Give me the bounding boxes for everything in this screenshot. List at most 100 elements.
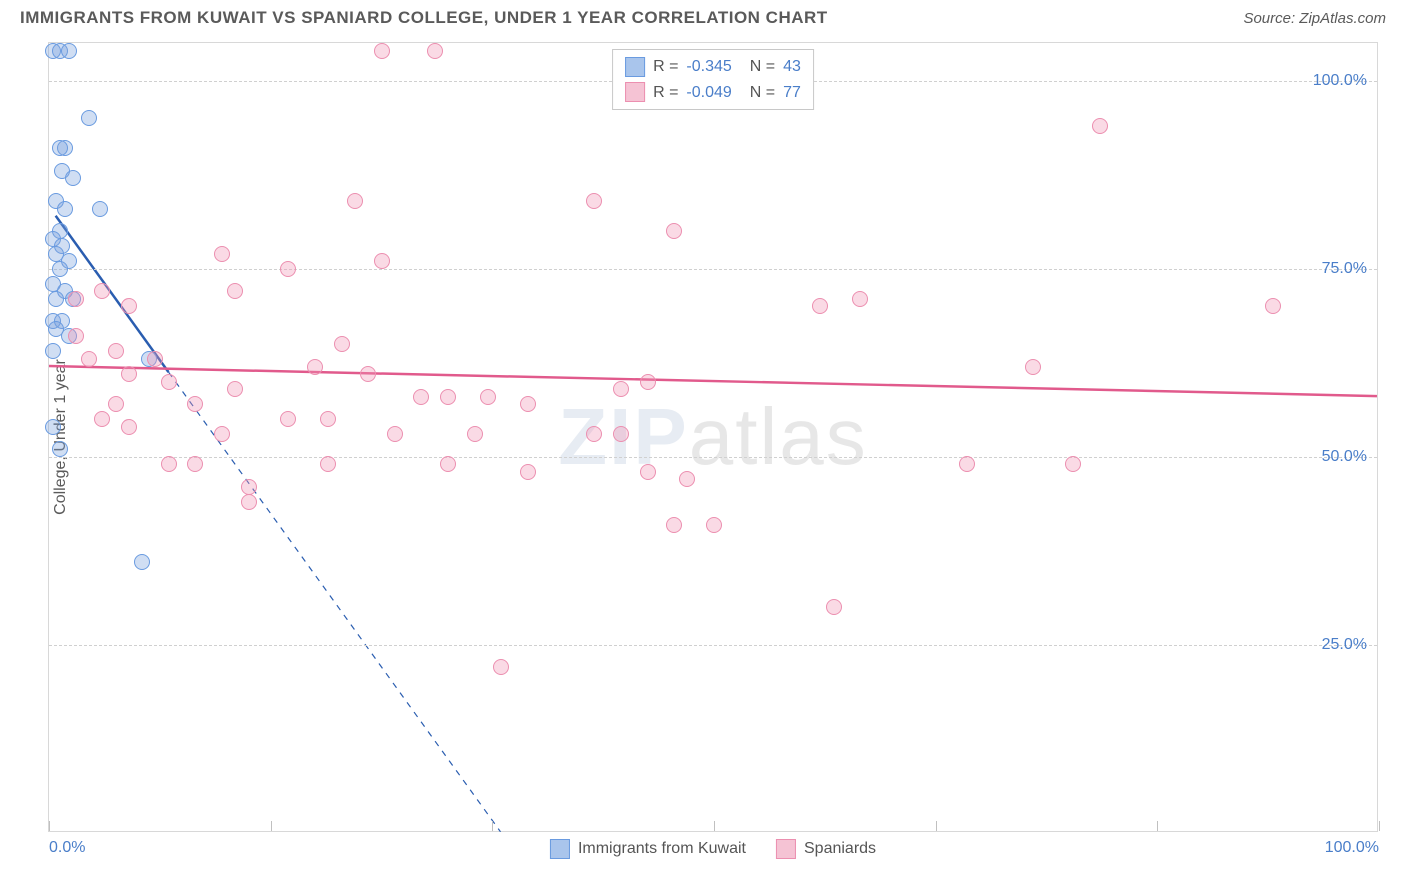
scatter-point bbox=[520, 396, 536, 412]
scatter-point bbox=[81, 351, 97, 367]
scatter-point bbox=[520, 464, 536, 480]
x-tick bbox=[271, 821, 272, 831]
bottom-legend: Immigrants from Kuwait Spaniards bbox=[550, 839, 876, 859]
scatter-point bbox=[57, 201, 73, 217]
legend-n-value: 43 bbox=[783, 54, 801, 80]
scatter-point bbox=[347, 193, 363, 209]
scatter-point bbox=[852, 291, 868, 307]
scatter-point bbox=[1265, 298, 1281, 314]
scatter-point bbox=[92, 201, 108, 217]
scatter-point bbox=[640, 464, 656, 480]
scatter-point bbox=[812, 298, 828, 314]
stats-legend-row: R = -0.049 N = 77 bbox=[625, 80, 801, 106]
bottom-legend-label: Immigrants from Kuwait bbox=[578, 840, 746, 858]
scatter-point bbox=[467, 426, 483, 442]
scatter-point bbox=[187, 456, 203, 472]
scatter-point bbox=[45, 419, 61, 435]
x-tick bbox=[1379, 821, 1380, 831]
legend-swatch-spaniards bbox=[776, 839, 796, 859]
scatter-point bbox=[666, 223, 682, 239]
gridline bbox=[49, 269, 1377, 270]
scatter-point bbox=[81, 110, 97, 126]
y-tick-label: 50.0% bbox=[1322, 448, 1367, 466]
scatter-point bbox=[241, 479, 257, 495]
legend-r-value: -0.049 bbox=[686, 80, 731, 106]
scatter-point bbox=[440, 456, 456, 472]
scatter-point bbox=[320, 411, 336, 427]
scatter-point bbox=[161, 456, 177, 472]
legend-r-label: R = bbox=[653, 54, 678, 80]
x-tick-label: 0.0% bbox=[49, 839, 85, 857]
scatter-point bbox=[480, 389, 496, 405]
gridline bbox=[49, 645, 1377, 646]
plot-area: ZIPatlas 25.0%50.0%75.0%100.0%0.0%100.0% bbox=[49, 43, 1377, 831]
scatter-point bbox=[121, 298, 137, 314]
scatter-point bbox=[613, 426, 629, 442]
legend-swatch-kuwait bbox=[550, 839, 570, 859]
scatter-point bbox=[706, 517, 722, 533]
bottom-legend-item: Immigrants from Kuwait bbox=[550, 839, 746, 859]
x-tick-label: 100.0% bbox=[1325, 839, 1379, 857]
scatter-point bbox=[214, 246, 230, 262]
scatter-point bbox=[280, 411, 296, 427]
scatter-point bbox=[613, 381, 629, 397]
y-tick-label: 25.0% bbox=[1322, 636, 1367, 654]
scatter-point bbox=[52, 261, 68, 277]
scatter-point bbox=[493, 659, 509, 675]
chart-header: IMMIGRANTS FROM KUWAIT VS SPANIARD COLLE… bbox=[0, 0, 1406, 32]
scatter-point bbox=[360, 366, 376, 382]
scatter-point bbox=[413, 389, 429, 405]
scatter-point bbox=[959, 456, 975, 472]
scatter-point bbox=[307, 359, 323, 375]
scatter-point bbox=[1092, 118, 1108, 134]
scatter-point bbox=[387, 426, 403, 442]
scatter-point bbox=[320, 456, 336, 472]
scatter-point bbox=[45, 343, 61, 359]
x-tick bbox=[492, 821, 493, 831]
scatter-point bbox=[374, 253, 390, 269]
bottom-legend-label: Spaniards bbox=[804, 840, 876, 858]
scatter-point bbox=[586, 426, 602, 442]
watermark: ZIPatlas bbox=[558, 391, 867, 483]
legend-r-value: -0.345 bbox=[686, 54, 731, 80]
scatter-point bbox=[227, 283, 243, 299]
x-tick bbox=[1157, 821, 1158, 831]
scatter-point bbox=[1065, 456, 1081, 472]
y-tick-label: 100.0% bbox=[1313, 72, 1367, 90]
scatter-point bbox=[52, 441, 68, 457]
scatter-point bbox=[161, 374, 177, 390]
scatter-point bbox=[227, 381, 243, 397]
x-tick bbox=[936, 821, 937, 831]
scatter-point bbox=[68, 328, 84, 344]
stats-legend-row: R = -0.345 N = 43 bbox=[625, 54, 801, 80]
chart-container: College, Under 1 year ZIPatlas 25.0%50.0… bbox=[48, 42, 1378, 832]
scatter-point bbox=[134, 554, 150, 570]
scatter-point bbox=[826, 599, 842, 615]
x-tick bbox=[49, 821, 50, 831]
scatter-point bbox=[147, 351, 163, 367]
scatter-point bbox=[121, 366, 137, 382]
scatter-point bbox=[586, 193, 602, 209]
legend-swatch-kuwait bbox=[625, 57, 645, 77]
scatter-point bbox=[214, 426, 230, 442]
scatter-point bbox=[666, 517, 682, 533]
scatter-point bbox=[334, 336, 350, 352]
scatter-point bbox=[48, 291, 64, 307]
legend-n-label: N = bbox=[750, 80, 775, 106]
scatter-point bbox=[68, 291, 84, 307]
scatter-point bbox=[241, 494, 257, 510]
scatter-point bbox=[427, 43, 443, 59]
scatter-point bbox=[440, 389, 456, 405]
scatter-point bbox=[640, 374, 656, 390]
chart-title: IMMIGRANTS FROM KUWAIT VS SPANIARD COLLE… bbox=[20, 8, 828, 28]
gridline bbox=[49, 457, 1377, 458]
scatter-point bbox=[679, 471, 695, 487]
legend-n-label: N = bbox=[750, 54, 775, 80]
legend-n-value: 77 bbox=[783, 80, 801, 106]
x-tick bbox=[714, 821, 715, 831]
scatter-point bbox=[280, 261, 296, 277]
scatter-point bbox=[108, 396, 124, 412]
scatter-point bbox=[52, 140, 68, 156]
chart-source: Source: ZipAtlas.com bbox=[1243, 10, 1386, 27]
scatter-point bbox=[187, 396, 203, 412]
